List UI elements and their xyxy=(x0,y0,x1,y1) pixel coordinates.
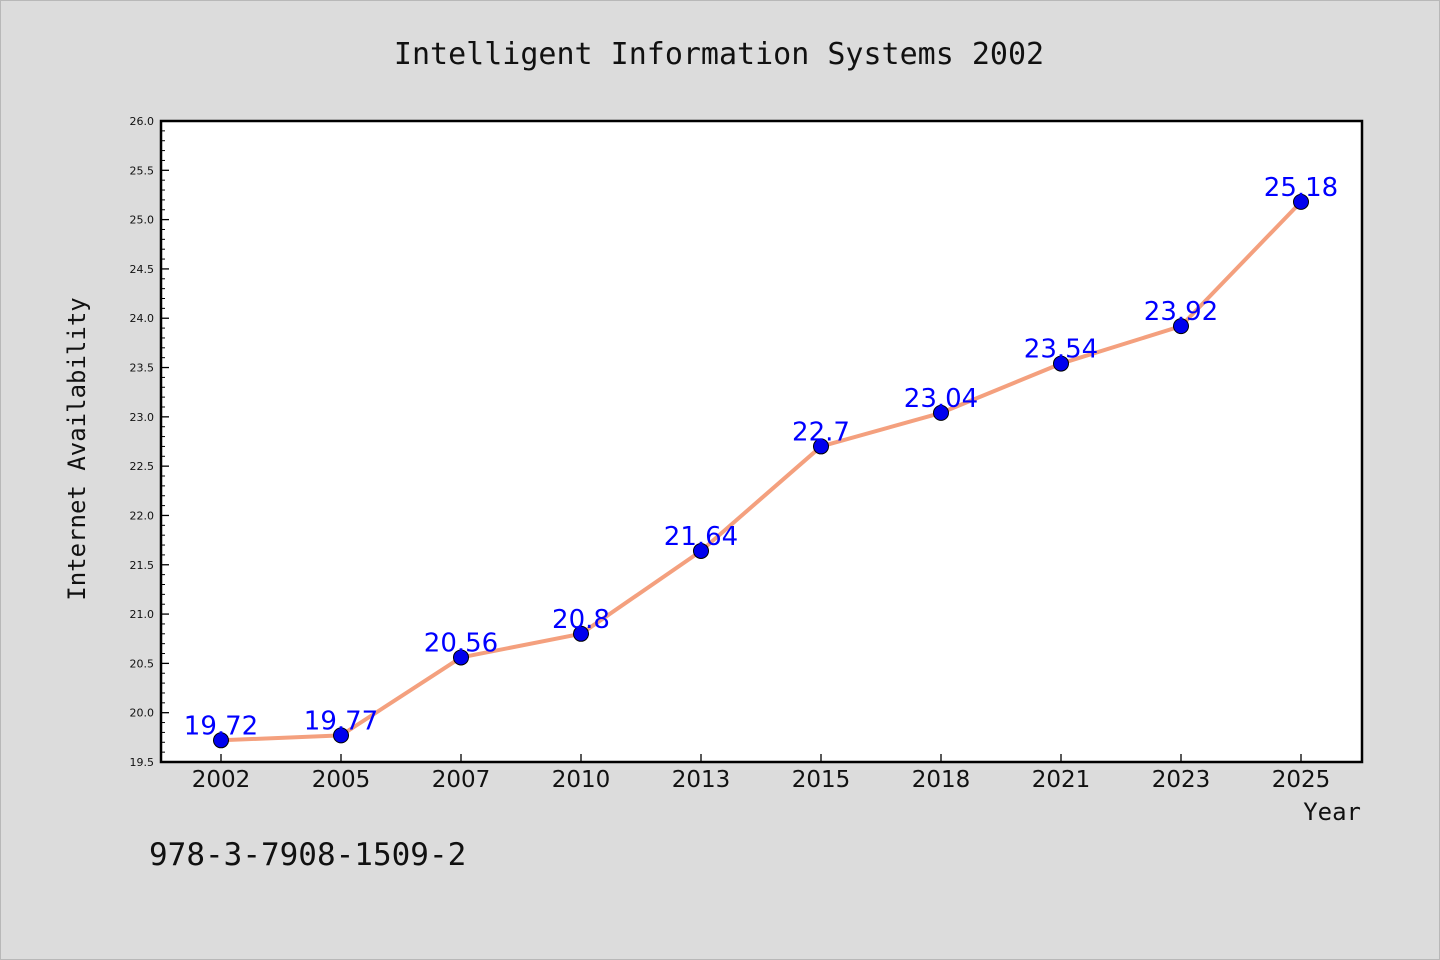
series-line-group xyxy=(220,200,1303,743)
isbn-footer: 978-3-7908-1509-2 xyxy=(149,837,466,873)
data-label: 23.04 xyxy=(904,384,978,414)
series-line xyxy=(220,200,1303,743)
y-tick-label: 23.5 xyxy=(130,362,155,375)
x-tick-label: 2010 xyxy=(552,767,611,793)
series-markers xyxy=(213,193,1309,749)
y-tick-label: 24.0 xyxy=(130,312,155,325)
y-tick-label: 22.0 xyxy=(130,509,155,522)
chart-title: Intelligent Information Systems 2002 xyxy=(394,37,1044,72)
data-label: 20.56 xyxy=(424,628,498,658)
x-tick-label: 2023 xyxy=(1152,767,1211,793)
plot-area xyxy=(159,119,1364,764)
data-point xyxy=(573,625,589,642)
x-tick-label: 2007 xyxy=(432,767,491,793)
y-tick-label: 26.0 xyxy=(130,115,155,128)
y-tick-label: 19.5 xyxy=(130,756,155,769)
y-tick-label: 22.5 xyxy=(130,460,155,473)
x-tick-label: 2005 xyxy=(312,767,371,793)
x-tick-label: 2018 xyxy=(912,767,971,793)
x-axis-label: Year xyxy=(1303,798,1361,826)
data-label: 19.77 xyxy=(304,706,378,736)
y-tick-label: 20.5 xyxy=(130,657,155,670)
data-label: 25.18 xyxy=(1264,173,1338,203)
x-tick-label: 2021 xyxy=(1032,767,1091,793)
data-label: 23.54 xyxy=(1024,335,1098,365)
x-axis: 2002 2005 2007 2010 2013 2015 2018 2021 2023 2025 xyxy=(192,754,1331,793)
data-point xyxy=(1173,318,1189,335)
x-tick-label: 2002 xyxy=(192,767,251,793)
data-point xyxy=(933,404,949,421)
y-axis: 19.5 20.0 20.5 21.0 21.5 22.0 22.5 23.0 23.5 24.0… xyxy=(130,115,169,769)
data-labels: 19.72 19.77 20.56 20.8 21.64 22.7 23.04 23.54 23… xyxy=(184,173,1338,741)
data-point xyxy=(333,727,349,744)
y-tick-label: 25.5 xyxy=(130,164,155,177)
data-label: 22.7 xyxy=(792,417,850,447)
data-label: 23.92 xyxy=(1144,297,1218,327)
data-point xyxy=(813,438,829,455)
data-point xyxy=(453,649,469,666)
x-tick-label: 2015 xyxy=(792,767,851,793)
y-tick-label: 21.5 xyxy=(130,559,155,572)
data-label: 21.64 xyxy=(664,522,738,552)
x-tick-label: 2025 xyxy=(1272,767,1331,793)
y-tick-label: 25.0 xyxy=(130,214,155,227)
data-label: 20.8 xyxy=(552,605,610,635)
y-tick-label: 23.0 xyxy=(130,411,155,424)
data-point xyxy=(1053,355,1069,372)
y-tick-label: 21.0 xyxy=(130,608,155,621)
data-point xyxy=(213,732,229,749)
data-point xyxy=(1293,193,1309,210)
data-point xyxy=(693,542,709,559)
data-label: 19.72 xyxy=(184,711,258,741)
y-axis-label: Internet Availability xyxy=(63,297,91,600)
y-tick-label: 20.0 xyxy=(130,707,155,720)
y-tick-label: 24.5 xyxy=(130,263,155,276)
x-tick-label: 2013 xyxy=(672,767,731,793)
